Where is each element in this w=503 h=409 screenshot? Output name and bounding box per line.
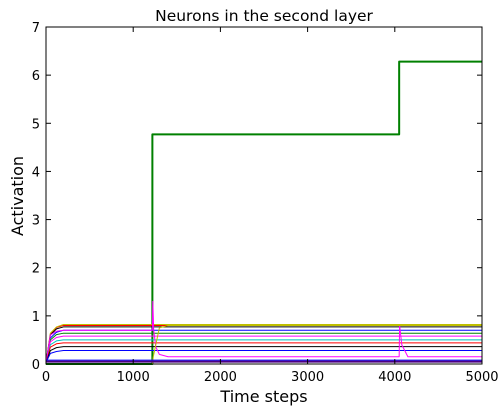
x-tick-label: 2000 xyxy=(204,370,237,385)
x-axis-ticks: 0 1000 2000 3000 4000 5000 xyxy=(42,27,499,385)
y-tick-label: 5 xyxy=(32,117,40,132)
x-tick-label: 4000 xyxy=(378,370,411,385)
x-tick-label: 3000 xyxy=(291,370,324,385)
y-tick-label: 4 xyxy=(32,165,40,180)
x-tick-label: 1000 xyxy=(117,370,150,385)
series-line-11 xyxy=(45,350,482,363)
y-tick-label: 2 xyxy=(32,262,40,277)
y-axis-label: Activation xyxy=(8,156,27,236)
x-tick-label: 5000 xyxy=(465,370,498,385)
y-axis-ticks: 0 1 2 3 4 5 6 7 xyxy=(32,21,482,373)
x-tick-label: 0 xyxy=(42,370,50,385)
y-tick-label: 7 xyxy=(32,21,40,36)
chart-title: Neurons in the second layer xyxy=(155,7,373,25)
series-line-8 xyxy=(45,339,482,363)
y-tick-label: 3 xyxy=(32,214,40,229)
series-line-7 xyxy=(45,335,482,363)
x-axis-label: Time steps xyxy=(219,387,307,406)
y-tick-label: 1 xyxy=(32,310,40,325)
series-line-10 xyxy=(45,346,482,363)
series-line-9 xyxy=(45,342,482,363)
plot-frame xyxy=(45,26,483,365)
y-tick-label: 6 xyxy=(32,69,40,84)
series-line-12 xyxy=(45,300,482,363)
y-tick-label: 0 xyxy=(32,358,40,373)
